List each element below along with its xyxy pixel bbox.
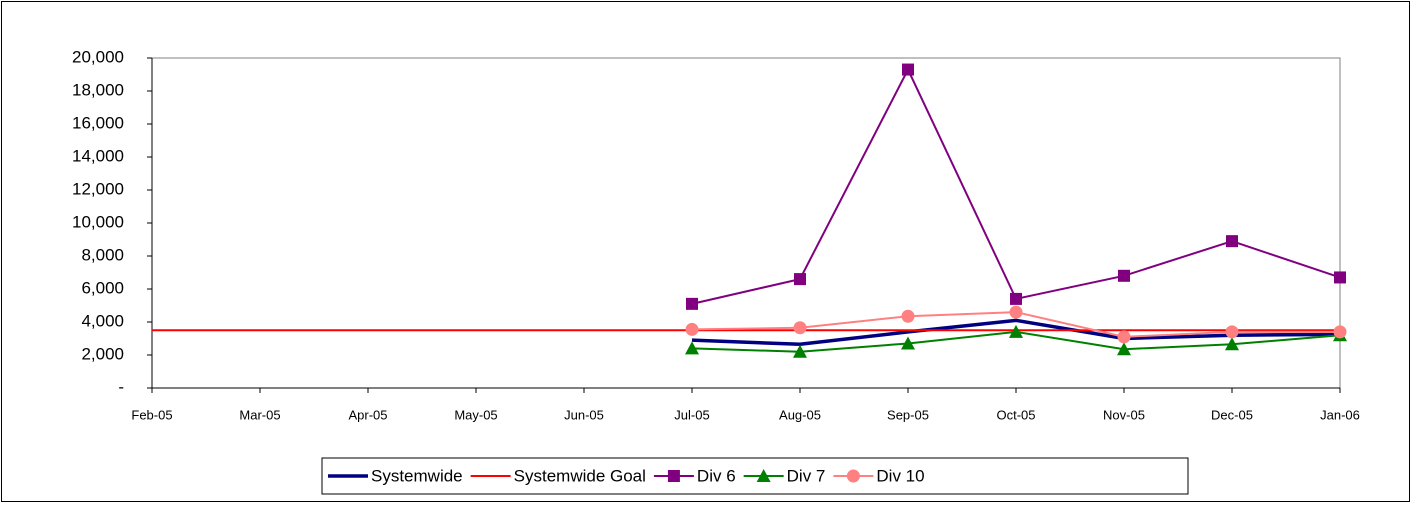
data-point bbox=[1225, 337, 1239, 351]
x-tick-label: Jun-05 bbox=[564, 407, 604, 422]
y-tick-label: 16,000 bbox=[72, 113, 124, 132]
x-tick-label: Dec-05 bbox=[1211, 407, 1253, 422]
legend-label: Systemwide Goal bbox=[514, 466, 646, 485]
x-tick-label: Apr-05 bbox=[348, 407, 387, 422]
data-point bbox=[901, 309, 915, 323]
data-point bbox=[902, 63, 914, 76]
y-tick-label: 12,000 bbox=[72, 179, 124, 198]
x-tick-label: Jan-06 bbox=[1320, 407, 1360, 422]
data-point bbox=[794, 273, 806, 286]
y-tick-label: 20,000 bbox=[72, 47, 124, 66]
data-point bbox=[1009, 305, 1023, 319]
y-tick-label: 18,000 bbox=[72, 80, 124, 99]
x-tick-label: Mar-05 bbox=[239, 407, 280, 422]
data-point bbox=[793, 344, 807, 358]
data-point bbox=[1333, 325, 1347, 339]
y-tick-label: 14,000 bbox=[72, 146, 124, 165]
x-tick-label: Aug-05 bbox=[779, 407, 821, 422]
data-point bbox=[1226, 235, 1238, 248]
x-tick-label: Feb-05 bbox=[131, 407, 172, 422]
data-point bbox=[901, 336, 915, 350]
legend-marker bbox=[667, 470, 680, 482]
x-tick-label: Nov-05 bbox=[1103, 407, 1145, 422]
y-tick-label: - bbox=[118, 377, 124, 396]
x-tick-label: Jul-05 bbox=[674, 407, 709, 422]
data-point bbox=[1225, 325, 1239, 339]
data-point bbox=[1117, 342, 1131, 356]
legend-marker bbox=[846, 469, 860, 483]
x-tick-label: May-05 bbox=[454, 407, 497, 422]
legend-label: Div 10 bbox=[876, 466, 924, 485]
y-tick-label: 6,000 bbox=[81, 278, 124, 297]
plot-area bbox=[151, 57, 1341, 389]
y-tick-label: 8,000 bbox=[81, 245, 124, 264]
legend-label: Div 7 bbox=[787, 466, 826, 485]
x-tick-label: Sep-05 bbox=[887, 407, 929, 422]
data-point bbox=[685, 322, 699, 336]
y-tick-label: 2,000 bbox=[81, 344, 124, 363]
legend-label: Div 6 bbox=[697, 466, 736, 485]
legend-label: Systemwide bbox=[371, 466, 463, 485]
data-point bbox=[1117, 330, 1131, 344]
data-point bbox=[1010, 292, 1022, 305]
data-point bbox=[793, 321, 807, 335]
data-point bbox=[1009, 324, 1023, 338]
data-point bbox=[686, 297, 698, 310]
legend-marker bbox=[756, 469, 771, 482]
data-point bbox=[1334, 271, 1346, 284]
y-tick-label: 10,000 bbox=[72, 212, 124, 231]
data-point bbox=[1118, 269, 1130, 282]
y-tick-label: 4,000 bbox=[81, 311, 124, 330]
x-tick-label: Oct-05 bbox=[996, 407, 1035, 422]
data-point bbox=[685, 341, 699, 355]
